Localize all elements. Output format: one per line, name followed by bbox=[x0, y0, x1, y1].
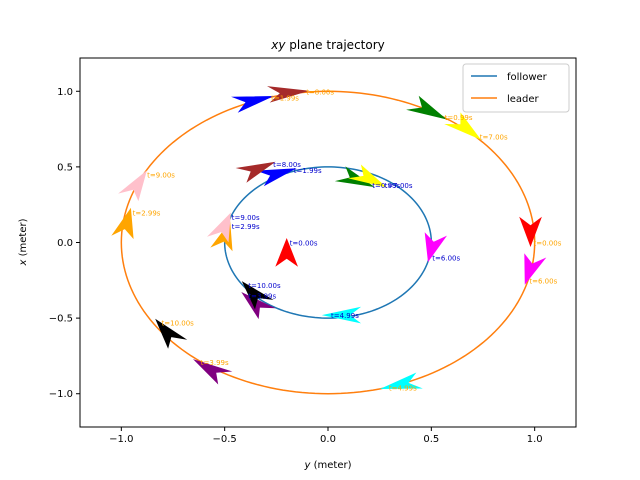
leader-heading-marker bbox=[444, 112, 482, 140]
leader-heading-marker bbox=[524, 253, 547, 285]
follower-time-label: t=6.00s bbox=[432, 255, 460, 263]
x-tick-label: 0.0 bbox=[320, 434, 336, 445]
follower-heading-marker bbox=[255, 168, 297, 187]
leader-heading-marker bbox=[193, 359, 233, 385]
follower-time-label: t=2.99s bbox=[232, 223, 260, 231]
leader-time-label: t=1.99s bbox=[271, 94, 299, 102]
follower-heading-marker bbox=[348, 164, 387, 188]
leader-time-label: t=0.00s bbox=[534, 240, 562, 248]
leader-time-label: t=3.99s bbox=[201, 359, 229, 367]
y-axis-label-unit: (meter) bbox=[18, 218, 29, 259]
legend-leader-label: leader bbox=[507, 94, 540, 105]
leader-time-label: t=6.00s bbox=[529, 277, 557, 285]
x-tick-label: −1.0 bbox=[109, 434, 133, 445]
follower-heading-marker bbox=[275, 238, 298, 267]
leader-time-label: t=4.99s bbox=[389, 385, 417, 393]
follower-heading-marker bbox=[241, 281, 274, 310]
y-tick-label: −0.5 bbox=[49, 314, 73, 325]
y-tick-label: −1.0 bbox=[49, 389, 73, 400]
x-axis-label-var: y bbox=[304, 460, 312, 471]
follower-heading-marker bbox=[241, 292, 276, 320]
leader-heading-marker bbox=[406, 95, 447, 120]
follower-heading-marker bbox=[235, 161, 276, 183]
leader-heading-marker bbox=[231, 96, 274, 113]
y-tick-label: 0.0 bbox=[57, 238, 73, 249]
follower-time-label: t=4.99s bbox=[331, 312, 359, 320]
follower-time-label: t=7.00s bbox=[385, 182, 413, 190]
x-tick-label: −0.5 bbox=[213, 434, 237, 445]
leader-heading-marker bbox=[118, 170, 147, 202]
leader-time-label: t=8.00s bbox=[306, 88, 334, 96]
leader-heading-marker bbox=[155, 318, 188, 349]
y-tick-label: 0.5 bbox=[57, 162, 73, 173]
follower-heading-marker bbox=[321, 306, 362, 324]
follower-heading-marker bbox=[207, 212, 231, 243]
follower-heading-marker bbox=[424, 232, 447, 263]
leader-time-label: t=7.00s bbox=[480, 134, 508, 142]
chart-title-var: xy bbox=[270, 38, 286, 52]
x-tick-label: 0.5 bbox=[423, 434, 439, 445]
leader-time-label: t=0.99s bbox=[445, 114, 473, 122]
follower-time-label: t=10.00s bbox=[248, 282, 281, 290]
x-axis-label-unit: (meter) bbox=[310, 460, 351, 471]
x-tick-label: 1.0 bbox=[527, 434, 543, 445]
leader-time-label: t=9.00s bbox=[147, 171, 175, 179]
chart-title: xy plane trajectory bbox=[270, 38, 385, 52]
leader-time-label: t=2.99s bbox=[133, 209, 161, 217]
legend: follower leader bbox=[462, 63, 570, 113]
leader-time-label: t=10.00s bbox=[162, 320, 195, 328]
follower-time-label: t=0.99s bbox=[372, 182, 400, 190]
follower-time-label: t=1.99s bbox=[294, 167, 322, 175]
follower-time-label: t=8.00s bbox=[273, 161, 301, 169]
follower-time-label: t=3.99s bbox=[248, 292, 276, 300]
leader-heading-marker bbox=[379, 372, 423, 389]
plot-area: t=0.00s t=0.99s t=1.99s t=2.99s t=3.99s t=4.9… bbox=[111, 86, 562, 395]
follower-time-label: t=9.00s bbox=[232, 214, 260, 222]
axis-ticks: −1.0 −0.5 0.0 0.5 1.0 −1.0 −0.5 0.0 0.5 1.0 bbox=[49, 87, 543, 445]
follower-time-label: t=0.00s bbox=[290, 240, 318, 248]
legend-follower-label: follower bbox=[507, 72, 548, 83]
y-tick-label: 1.0 bbox=[57, 87, 73, 98]
leader-heading-marker bbox=[267, 86, 310, 103]
x-axis-label: y (meter) bbox=[304, 460, 352, 471]
follower-trajectory-line bbox=[223, 166, 433, 319]
y-axis-label: x (meter) bbox=[18, 218, 29, 266]
leader-heading-marker bbox=[111, 207, 134, 240]
leader-heading-marker bbox=[519, 216, 542, 247]
chart-title-rest: plane trajectory bbox=[285, 38, 384, 52]
y-axis-label-var: x bbox=[18, 259, 29, 266]
